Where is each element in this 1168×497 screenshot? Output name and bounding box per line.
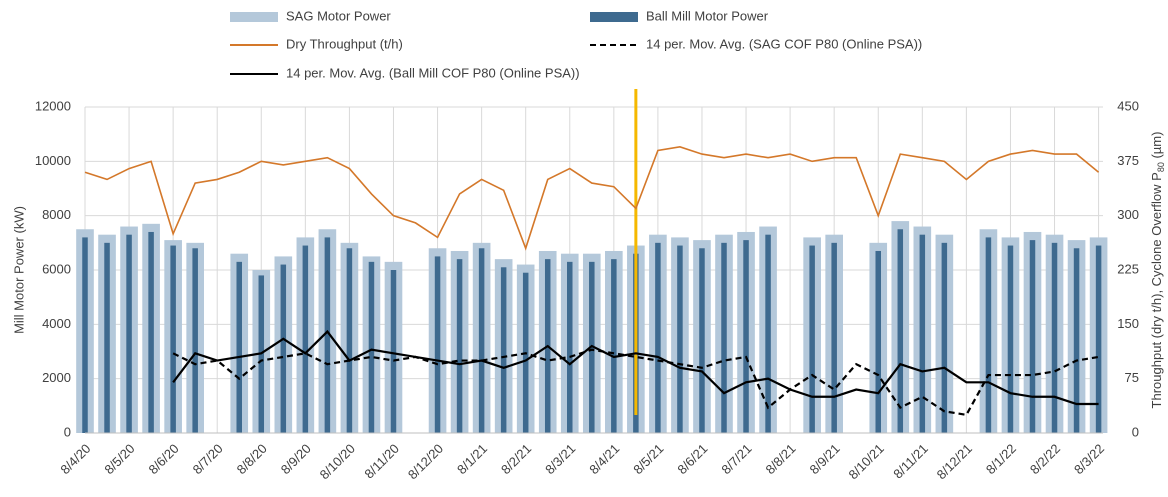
y2-tick-label: 150 bbox=[1117, 316, 1139, 331]
x-tick-label: 8/8/20 bbox=[234, 441, 270, 477]
x-tick-label: 8/10/21 bbox=[846, 441, 887, 482]
bar bbox=[743, 240, 749, 433]
bar bbox=[765, 234, 771, 433]
legend-label: 14 per. Mov. Avg. (SAG COF P80 (Online P… bbox=[646, 36, 922, 51]
x-tick-label: 8/11/21 bbox=[890, 441, 931, 482]
y2-axis-title: Throughput (dry t/h), Cyclone Overflow P… bbox=[1149, 132, 1166, 409]
bar bbox=[280, 264, 287, 433]
bar bbox=[500, 267, 507, 433]
legend-label: Ball Mill Motor Power bbox=[646, 8, 769, 23]
legend-label: 14 per. Mov. Avg. (Ball Mill COF P80 (On… bbox=[286, 65, 580, 80]
line bbox=[172, 348, 1099, 417]
y2-tick-label: 75 bbox=[1125, 370, 1139, 385]
x-tick-label: 8/2/21 bbox=[498, 441, 534, 477]
bar bbox=[126, 234, 132, 433]
bar bbox=[390, 270, 397, 433]
x-tick-label: 8/6/21 bbox=[674, 441, 710, 477]
line bbox=[84, 146, 1100, 251]
y2-tick-label: 450 bbox=[1117, 98, 1139, 113]
y-axis-title: Mill Motor Power (kW) bbox=[11, 206, 26, 334]
bar bbox=[1095, 245, 1102, 433]
x-tick-label: 8/7/20 bbox=[190, 441, 226, 477]
bar bbox=[831, 242, 837, 433]
bar bbox=[919, 234, 926, 433]
bar bbox=[985, 237, 992, 433]
legend-label: Dry Throughput (t/h) bbox=[286, 36, 403, 51]
y2-title-end: (µm) bbox=[1149, 132, 1164, 163]
bar bbox=[148, 231, 154, 433]
x-tick-label: 8/3/22 bbox=[1071, 441, 1107, 477]
x-tick-label: 8/12/21 bbox=[934, 441, 975, 482]
x-tick-label: 8/6/20 bbox=[146, 441, 182, 477]
x-tick-label: 8/12/20 bbox=[405, 441, 446, 482]
x-tick-label: 8/7/21 bbox=[718, 441, 754, 477]
x-tick-label: 8/1/22 bbox=[983, 441, 1019, 477]
legend-label: SAG Motor Power bbox=[286, 8, 391, 23]
bar bbox=[897, 229, 904, 433]
line bbox=[172, 329, 1099, 406]
bar bbox=[456, 259, 463, 433]
y-tick-label: 12000 bbox=[35, 98, 71, 113]
y2-tick-label: 225 bbox=[1117, 261, 1139, 276]
bar bbox=[721, 242, 727, 433]
x-tick-label: 8/11/20 bbox=[361, 441, 402, 482]
bar bbox=[1007, 245, 1014, 433]
bar bbox=[82, 237, 88, 433]
bar bbox=[170, 245, 176, 433]
bar bbox=[302, 245, 309, 433]
y2-tick-label: 0 bbox=[1132, 424, 1139, 439]
bar bbox=[478, 248, 485, 433]
x-tick-label: 8/3/21 bbox=[542, 441, 578, 477]
bar bbox=[104, 242, 110, 433]
bar bbox=[941, 242, 948, 433]
legend-swatch bbox=[230, 12, 278, 22]
x-tick-label: 8/9/21 bbox=[807, 441, 843, 477]
x-tick-label: 8/9/20 bbox=[278, 441, 314, 477]
bar bbox=[655, 242, 661, 433]
x-tick-label: 8/10/20 bbox=[317, 441, 358, 482]
bar bbox=[346, 248, 353, 433]
bar bbox=[434, 256, 441, 433]
bar bbox=[324, 237, 331, 433]
bar bbox=[611, 259, 617, 433]
bar bbox=[1051, 242, 1058, 433]
y2-title-sub: 80 bbox=[1156, 162, 1166, 172]
y-tick-label: 2000 bbox=[42, 370, 71, 385]
bar bbox=[192, 248, 198, 433]
y-tick-label: 4000 bbox=[42, 316, 71, 331]
bar bbox=[677, 245, 683, 433]
y-tick-label: 6000 bbox=[42, 261, 71, 276]
bar bbox=[875, 250, 882, 433]
bar bbox=[699, 248, 705, 433]
bar bbox=[1073, 248, 1080, 433]
bar bbox=[1029, 240, 1036, 433]
x-tick-label: 8/8/21 bbox=[762, 441, 798, 477]
x-tick-label: 8/5/20 bbox=[101, 441, 137, 477]
y2-tick-label: 375 bbox=[1117, 153, 1139, 168]
bar bbox=[368, 261, 375, 433]
y-tick-label: 10000 bbox=[35, 153, 71, 168]
y2-title-main: Throughput (dry t/h), Cyclone Overflow P bbox=[1149, 172, 1164, 408]
x-tick-label: 8/5/21 bbox=[630, 441, 666, 477]
bar bbox=[809, 245, 815, 433]
bar bbox=[567, 261, 573, 433]
x-tick-label: 8/1/21 bbox=[454, 441, 490, 477]
x-tick-label: 8/4/20 bbox=[57, 441, 93, 477]
y-tick-label: 8000 bbox=[42, 207, 71, 222]
x-tick-label: 8/4/21 bbox=[586, 441, 622, 477]
bar bbox=[236, 261, 242, 433]
y2-tick-label: 300 bbox=[1117, 207, 1139, 222]
y-tick-label: 0 bbox=[64, 424, 71, 439]
legend-swatch bbox=[590, 12, 638, 22]
x-tick-label: 8/2/22 bbox=[1027, 441, 1063, 477]
